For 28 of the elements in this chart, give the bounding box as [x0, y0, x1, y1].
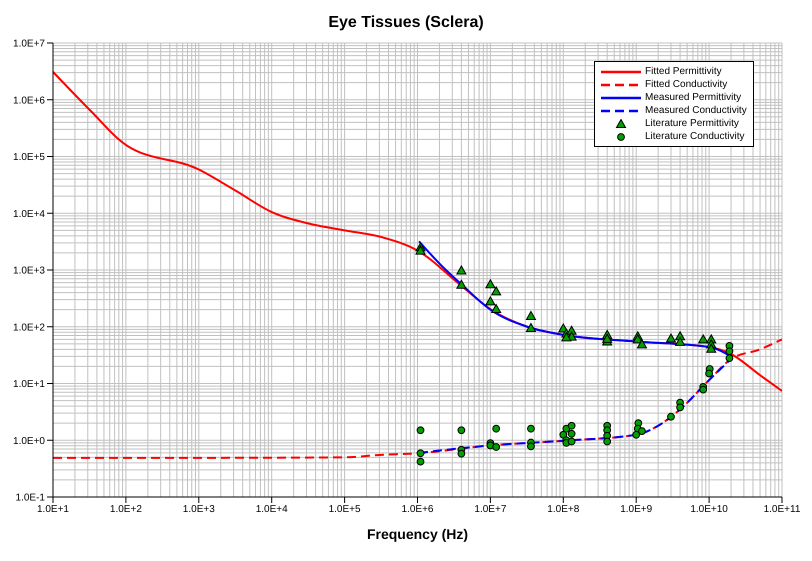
y-tick-label: 1.0E+0: [13, 436, 46, 447]
x-tick-label: 1.0E+4: [256, 504, 288, 516]
y-tick-label: 1.0E+1: [13, 379, 46, 390]
legend-label: Measured Permittivity: [645, 92, 742, 103]
y-tick-label: 1.0E+2: [13, 322, 46, 334]
y-tick-label: 1.0E+5: [13, 152, 46, 164]
x-tick-label: 1.0E+8: [547, 504, 580, 516]
x-tick-label: 1.0E+5: [328, 504, 362, 516]
y-tick-label: 1.0E+3: [13, 266, 46, 277]
x-tick-label: 1.0E+2: [110, 504, 142, 516]
x-tick-label: 1.0E+3: [182, 504, 216, 516]
y-tick-label: 1.0E+7: [13, 38, 46, 50]
x-tick-label: 1.0E+10: [690, 504, 728, 516]
chart-title: Eye Tissues (Sclera): [327, 14, 485, 32]
x-tick-label: 1.0E+1: [37, 504, 70, 516]
legend-label: Fitted Permittivity: [645, 66, 722, 77]
y-tick-label: 1.0E-1: [16, 492, 46, 504]
x-tick-label: 1.0E+6: [402, 504, 434, 516]
y-tick-label: 1.0E+4: [13, 208, 46, 220]
y-tick-label: 1.0E+6: [13, 95, 46, 106]
x-tick-label: 1.0E+11: [764, 504, 801, 516]
legend-label: Fitted Conductivity: [645, 79, 728, 90]
legend-label: Literature Conductivity: [645, 131, 744, 142]
legend-label: Measured Conductivity: [645, 105, 747, 116]
x-tick-label: 1.0E+9: [620, 504, 653, 516]
x-tick-label: 1.0E+7: [474, 504, 507, 516]
legend-label: Literature Permittivity: [645, 118, 739, 129]
x-axis-title: Frequency (Hz): [366, 526, 468, 542]
